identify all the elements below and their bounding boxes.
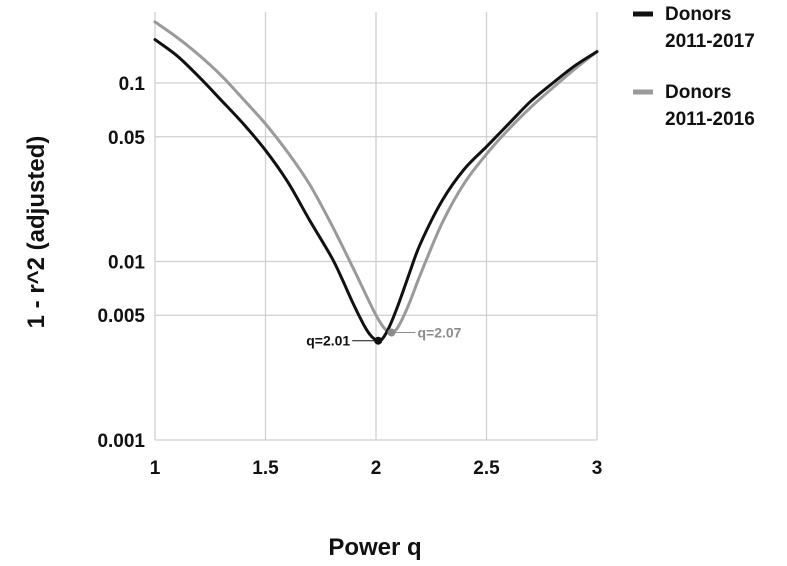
annotation-label: q=2.01 (306, 333, 350, 349)
y-tick-label: 0.05 (108, 128, 145, 149)
x-tick-label: 2.5 (473, 458, 500, 479)
x-tick-label: 2 (371, 458, 382, 479)
x-tick-label: 3 (592, 458, 603, 479)
x-tick-label: 1 (150, 458, 161, 479)
y-tick-label: 0.001 (97, 431, 145, 452)
x-tick-labels: 1 1.5 2 2.5 3 (150, 458, 603, 479)
legend-label: Donors 2011-2016 (665, 82, 755, 130)
y-tick-label: 0.005 (97, 306, 145, 327)
minimum-marker (387, 328, 396, 337)
y-tick-labels: 0.001 0.005 0.01 0.05 0.1 (97, 74, 145, 452)
legend-label: Donors 2011-2017 (665, 4, 755, 52)
series-line-donors-2011-2016 (153, 20, 599, 335)
x-axis-title: Power q (328, 534, 421, 561)
annotations: q=2.01 q=2.07 (306, 325, 461, 349)
minimum-marker (374, 336, 383, 345)
legend: Donors 2011-2017 Donors 2011-2016 (633, 4, 755, 130)
annotation-label: q=2.07 (417, 325, 461, 341)
y-tick-label: 0.1 (119, 74, 146, 95)
x-tick-label: 1.5 (252, 458, 279, 479)
gridlines (154, 12, 598, 441)
y-axis-title: 1 - r^2 (adjusted) (23, 136, 50, 329)
y-tick-label: 0.01 (108, 253, 145, 274)
